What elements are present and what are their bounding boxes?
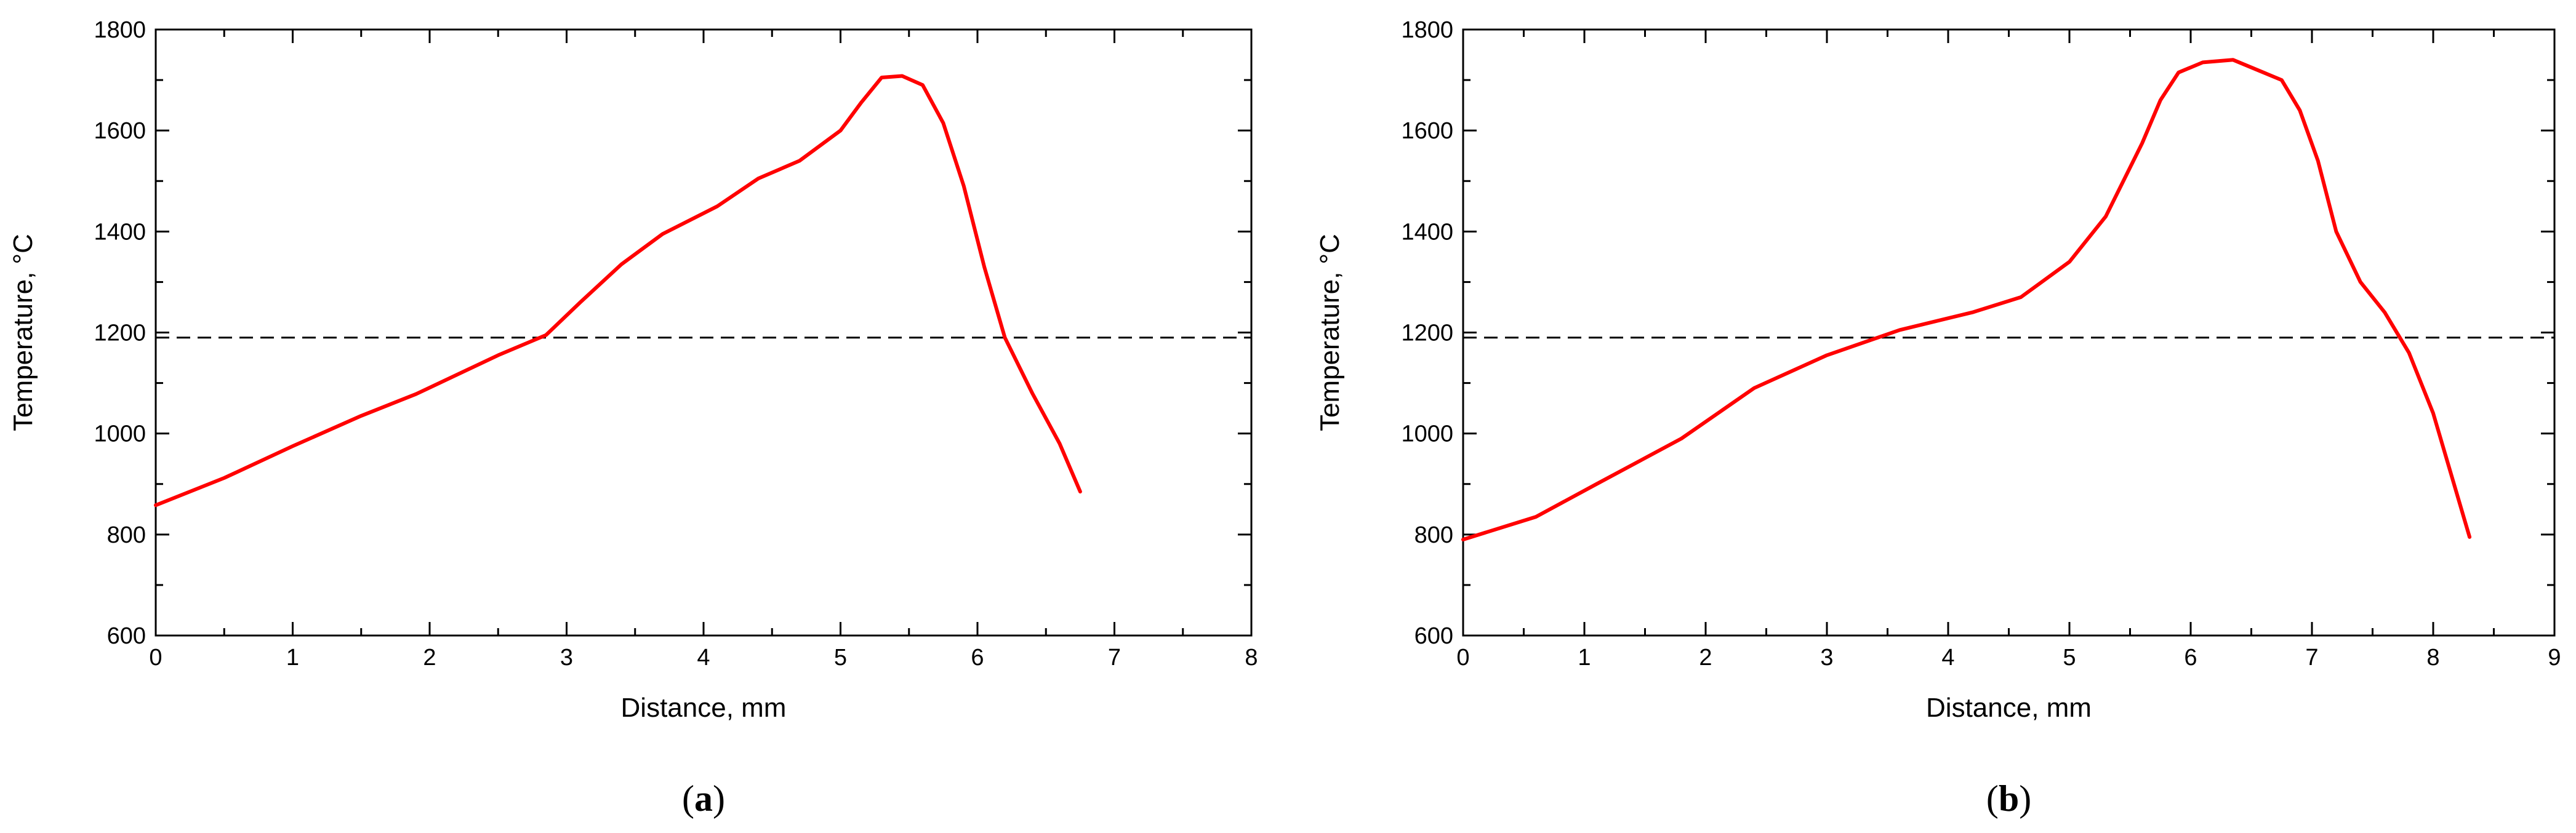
y-axis-title: Temperature, °C	[8, 234, 38, 431]
y-tick-label: 1800	[1401, 17, 1453, 43]
y-axis-title: Temperature, °C	[1315, 234, 1345, 431]
x-tick-label: 3	[560, 645, 573, 671]
x-tick-label: 8	[1245, 645, 1258, 671]
x-tick-label: 6	[971, 645, 984, 671]
y-tick-label: 600	[1414, 623, 1453, 649]
y-tick-label: 1000	[94, 421, 146, 447]
panel-label: (a)	[682, 778, 725, 819]
y-tick-label: 1800	[94, 17, 146, 43]
x-axis-title: Distance, mm	[621, 693, 787, 723]
series-line	[1461, 58, 2472, 541]
y-tick-label: 600	[107, 623, 146, 649]
y-tick-label: 800	[1414, 522, 1453, 548]
panel-label-close-paren: )	[713, 778, 725, 819]
panel-label-close-paren: )	[2019, 778, 2031, 819]
panel-label-open-paren: (	[682, 778, 694, 819]
panel-label-open-paren: (	[1986, 778, 1999, 819]
y-tick-label: 1200	[94, 321, 146, 346]
x-tick-label: 5	[834, 645, 847, 671]
x-tick-label: 8	[2426, 645, 2439, 671]
chart-panel-a: 0 1 2 3 4 5 6 7 8 600 800 1000 1200 1400 1600 1800 Dista…	[8, 17, 1258, 819]
x-tick-label: 4	[1941, 645, 1954, 671]
y-tick-label: 800	[107, 522, 146, 548]
panel-label-letter: b	[1999, 778, 2019, 819]
x-tick-label: 1	[1578, 645, 1591, 671]
y-tick-label: 1600	[94, 118, 146, 144]
x-tick-label: 1	[286, 645, 299, 671]
x-tick-label: 2	[1699, 645, 1712, 671]
x-tick-label: 2	[423, 645, 436, 671]
plot-frame	[154, 28, 1253, 637]
x-tick-label: 6	[2184, 645, 2197, 671]
x-tick-label: 7	[1108, 645, 1121, 671]
chart-panel-b: 0 1 2 3 4 5 6 7 8 9 600 800 1000 1200 1400 1600 1800 Dist…	[1315, 17, 2561, 819]
series-line	[154, 74, 1082, 508]
x-axis-title: Distance, mm	[1926, 693, 2092, 723]
x-tick-label: 4	[697, 645, 710, 671]
y-tick-label: 1600	[1401, 118, 1453, 144]
x-tick-label: 3	[1820, 645, 1833, 671]
x-tick-label: 0	[1456, 645, 1469, 671]
y-tick-label: 1000	[1401, 421, 1453, 447]
plot-frame	[1462, 28, 2556, 637]
y-tick-label: 1400	[1401, 219, 1453, 245]
panel-label: (b)	[1986, 778, 2031, 819]
y-tick-label: 1200	[1401, 321, 1453, 346]
y-tick-label: 1400	[94, 219, 146, 245]
x-tick-label: 9	[2548, 645, 2561, 671]
x-tick-label: 0	[149, 645, 162, 671]
x-tick-label: 5	[2063, 645, 2076, 671]
x-tick-label: 7	[2305, 645, 2318, 671]
panel-label-letter: a	[694, 778, 713, 819]
